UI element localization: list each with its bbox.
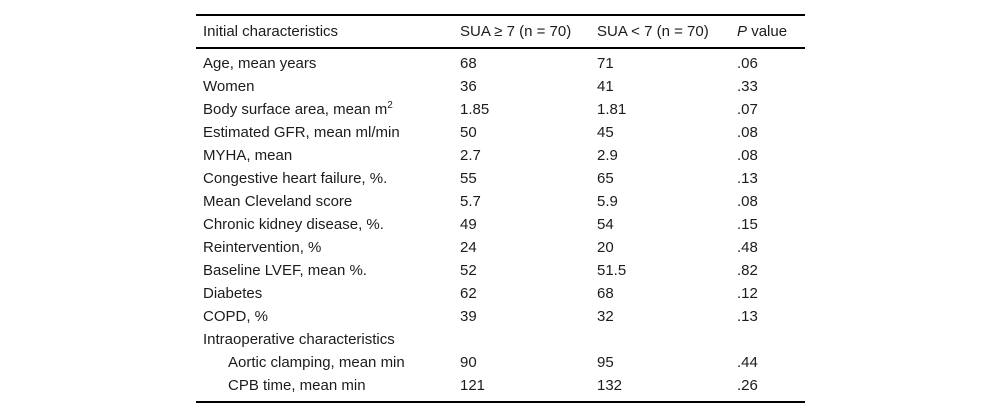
value-cell-sua-lt7: 20 <box>597 239 614 256</box>
row-label-cell: MYHA, mean <box>203 147 293 164</box>
table-row: COPD, % 39 32 .13 <box>196 305 805 328</box>
value-cell-sua-lt7: 41 <box>597 78 614 95</box>
value-cell-sua-lt7: 51.5 <box>597 262 627 279</box>
p-value-cell: .44 <box>737 354 758 371</box>
value-cell-sua-ge7: 50 <box>460 124 477 141</box>
p-value-cell: .12 <box>737 285 758 302</box>
table-header: Initial characteristics SUA ≥ 7 (n = 70)… <box>196 15 805 49</box>
column-header-sua-ge7: SUA ≥ 7 (n = 70) <box>460 15 597 49</box>
row-label-cell: CPB time, mean min <box>228 377 366 394</box>
value-cell-sua-lt7: 32 <box>597 308 614 325</box>
column-header-sua-lt7: SUA < 7 (n = 70) <box>597 15 737 49</box>
row-label-cell: Diabetes <box>203 285 263 302</box>
p-value-cell: .15 <box>737 216 758 233</box>
row-label-cell: COPD, % <box>203 308 269 325</box>
value-cell-sua-ge7: 68 <box>460 55 477 72</box>
baseline-characteristics-table: Initial characteristics SUA ≥ 7 (n = 70)… <box>196 14 805 403</box>
table-row: Chronic kidney disease, %. 49 54 .15 <box>196 213 805 236</box>
row-label-cell: Intraoperative characteristics <box>203 331 395 348</box>
value-cell-sua-lt7: 2.9 <box>597 147 618 164</box>
table-row: Estimated GFR, mean ml/min 50 45 .08 <box>196 121 805 144</box>
value-cell-sua-ge7: 52 <box>460 262 477 279</box>
table-row: Mean Cleveland score 5.7 5.9 .08 <box>196 190 805 213</box>
column-header-initial-characteristics: Initial characteristics <box>196 15 460 49</box>
value-cell-sua-lt7: 71 <box>597 55 614 72</box>
table-row: Age, mean years 68 71 .06 <box>196 48 805 75</box>
value-cell-sua-lt7: 54 <box>597 216 614 233</box>
table-row: Body surface area, mean m2 1.85 1.81 .07 <box>196 98 805 121</box>
superscript: 2 <box>387 100 393 111</box>
table-row: Women 36 41 .33 <box>196 75 805 98</box>
value-cell-sua-ge7: 36 <box>460 78 477 95</box>
p-value-cell: .33 <box>737 78 758 95</box>
p-value-cell: .07 <box>737 101 758 118</box>
p-value-cell: .08 <box>737 147 758 164</box>
row-label-cell: Body surface area, mean m2 <box>203 100 393 119</box>
row-label-cell: Women <box>203 78 255 95</box>
row-label-cell: Baseline LVEF, mean %. <box>203 262 367 279</box>
value-cell-sua-lt7: 132 <box>597 377 623 394</box>
row-label-cell: Congestive heart failure, %. <box>203 170 388 187</box>
p-value-cell: .48 <box>737 239 758 256</box>
p-value-cell <box>737 328 805 351</box>
table-row: MYHA, mean 2.7 2.9 .08 <box>196 144 805 167</box>
p-value-cell: .13 <box>737 170 758 187</box>
table-body: Age, mean years 68 71 .06 Women 36 41 .33 Body s… <box>196 48 805 402</box>
value-cell-sua-lt7: 68 <box>597 285 614 302</box>
table-row: Reintervention, % 24 20 .48 <box>196 236 805 259</box>
value-cell-sua-ge7: 39 <box>460 308 477 325</box>
p-value-cell: .08 <box>737 124 758 141</box>
value-cell-sua-ge7: 121 <box>460 377 486 394</box>
row-label-cell: Estimated GFR, mean ml/min <box>203 124 400 141</box>
row-label-cell: Age, mean years <box>203 55 317 72</box>
table-row: CPB time, mean min 121 132 .26 <box>196 374 805 402</box>
row-label-cell: Mean Cleveland score <box>203 193 353 210</box>
column-header-p-value: P value <box>737 15 805 49</box>
value-cell-sua-ge7: 2.7 <box>460 147 481 164</box>
value-cell-sua-lt7: 45 <box>597 124 614 141</box>
table-row: Diabetes 62 68 .12 <box>196 282 805 305</box>
value-cell-sua-ge7: 62 <box>460 285 477 302</box>
value-cell-sua-lt7: 1.81 <box>597 101 627 118</box>
p-value-cell: .06 <box>737 55 758 72</box>
table-row: Congestive heart failure, %. 55 65 .13 <box>196 167 805 190</box>
table-row: Aortic clamping, mean min 90 95 .44 <box>196 351 805 374</box>
value-cell-sua-ge7: 5.7 <box>460 193 481 210</box>
value-cell-sua-ge7: 49 <box>460 216 477 233</box>
p-value-cell: .08 <box>737 193 758 210</box>
row-label-cell: Reintervention, % <box>203 239 322 256</box>
value-cell-sua-ge7 <box>460 328 597 351</box>
value-cell-sua-ge7: 55 <box>460 170 477 187</box>
table-row: Baseline LVEF, mean %. 52 51.5 .82 <box>196 259 805 282</box>
value-cell-sua-lt7 <box>597 328 737 351</box>
value-cell-sua-lt7: 95 <box>597 354 614 371</box>
characteristics-table-container: Initial characteristics SUA ≥ 7 (n = 70)… <box>196 14 805 403</box>
header-row: Initial characteristics SUA ≥ 7 (n = 70)… <box>196 15 805 49</box>
p-value-cell: .82 <box>737 262 758 279</box>
row-label-cell: Aortic clamping, mean min <box>228 354 405 371</box>
row-label-cell: Chronic kidney disease, %. <box>203 216 384 233</box>
section-header-row: Intraoperative characteristics <box>196 328 805 351</box>
value-cell-sua-lt7: 5.9 <box>597 193 618 210</box>
value-cell-sua-lt7: 65 <box>597 170 614 187</box>
p-value-italic-p: P <box>737 23 748 40</box>
p-value-cell: .13 <box>737 308 758 325</box>
value-cell-sua-ge7: 24 <box>460 239 477 256</box>
p-value-cell: .26 <box>737 377 758 394</box>
p-value-rest: value <box>751 23 788 40</box>
value-cell-sua-ge7: 90 <box>460 354 477 371</box>
value-cell-sua-ge7: 1.85 <box>460 101 490 118</box>
